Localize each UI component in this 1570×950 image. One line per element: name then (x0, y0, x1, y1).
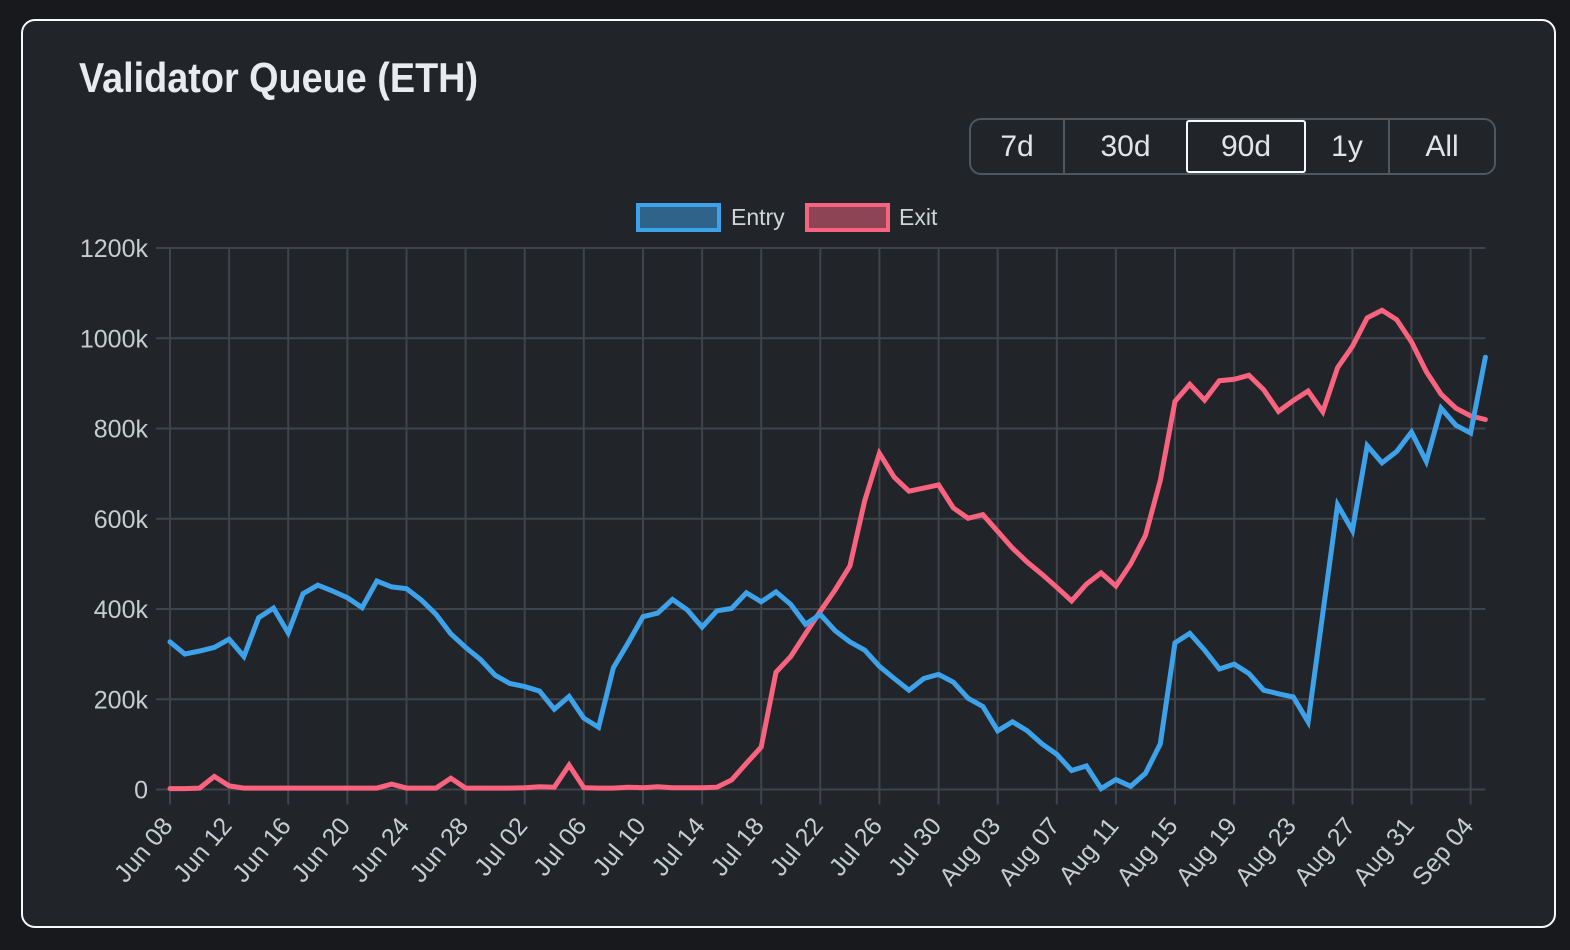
svg-text:Aug 07: Aug 07 (993, 812, 1065, 891)
svg-text:Jul 26: Jul 26 (824, 812, 888, 881)
svg-text:600k: 600k (94, 506, 149, 534)
svg-text:Jul 02: Jul 02 (469, 812, 533, 881)
svg-text:Sep 04: Sep 04 (1407, 812, 1479, 891)
svg-text:Jun 28: Jun 28 (404, 812, 474, 887)
svg-text:Jun 12: Jun 12 (168, 812, 238, 887)
svg-text:1000k: 1000k (80, 325, 149, 353)
svg-text:0: 0 (134, 777, 148, 805)
svg-text:1200k: 1200k (80, 235, 149, 263)
svg-text:Aug 11: Aug 11 (1053, 812, 1124, 889)
svg-text:Jul 14: Jul 14 (646, 812, 710, 881)
svg-text:Jul 18: Jul 18 (705, 812, 769, 881)
svg-text:Jun 08: Jun 08 (109, 812, 179, 887)
svg-text:Jul 22: Jul 22 (765, 812, 829, 881)
svg-text:Aug 19: Aug 19 (1170, 812, 1242, 891)
svg-text:Aug 31: Aug 31 (1348, 812, 1420, 891)
svg-text:800k: 800k (94, 416, 149, 444)
svg-text:Jul 06: Jul 06 (528, 812, 592, 881)
svg-text:200k: 200k (94, 686, 149, 714)
svg-text:Aug 23: Aug 23 (1230, 812, 1302, 891)
svg-text:Jun 24: Jun 24 (345, 812, 415, 888)
svg-text:400k: 400k (94, 596, 149, 624)
svg-text:Jul 10: Jul 10 (587, 812, 651, 881)
svg-text:Jun 20: Jun 20 (286, 812, 356, 887)
svg-text:Aug 27: Aug 27 (1289, 812, 1361, 891)
svg-text:Jun 16: Jun 16 (227, 812, 297, 887)
svg-text:Aug 15: Aug 15 (1111, 812, 1183, 891)
svg-text:Aug 03: Aug 03 (934, 812, 1006, 891)
